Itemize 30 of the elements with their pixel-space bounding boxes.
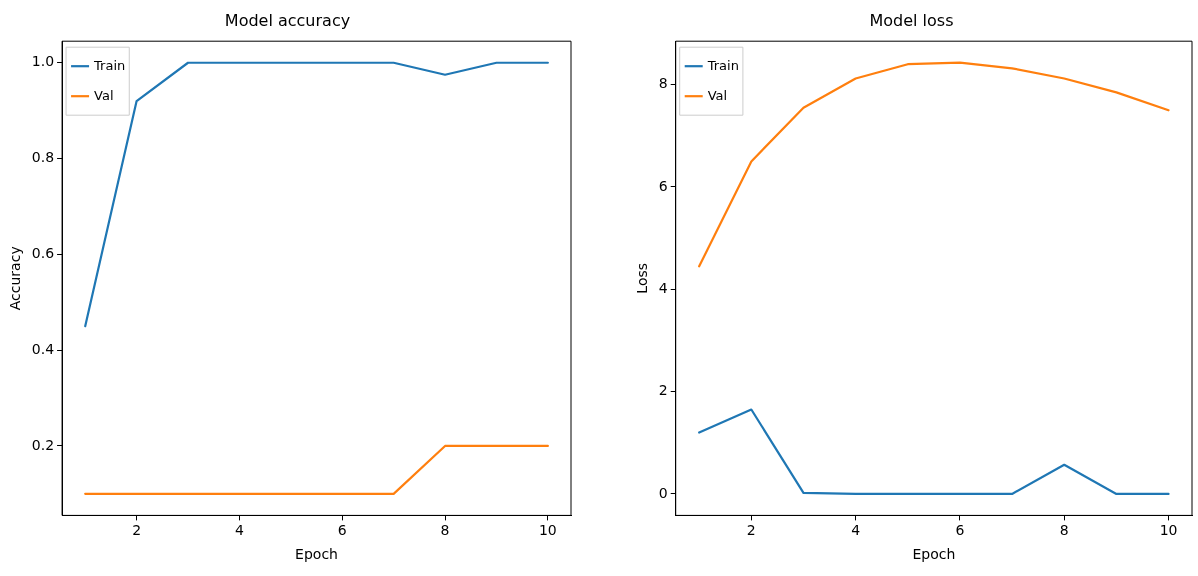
x-tick-label: 8 bbox=[1059, 522, 1069, 539]
chart-title: Model accuracy bbox=[224, 10, 351, 30]
x-tick-label: 2 bbox=[132, 522, 142, 539]
legend-label: Val bbox=[94, 87, 114, 103]
x-tick-label: 2 bbox=[746, 522, 756, 539]
y-tick-label: 0.6 bbox=[31, 244, 55, 261]
x-tick-label: 10 bbox=[538, 522, 557, 539]
y-axis-title: Loss bbox=[634, 262, 651, 294]
x-tick-label: 6 bbox=[337, 522, 347, 539]
x-axis-title: Epoch bbox=[295, 546, 338, 563]
chart-title: Model loss bbox=[869, 10, 954, 30]
y-tick-label: 0.2 bbox=[31, 436, 55, 453]
y-tick-label: 8 bbox=[658, 75, 668, 92]
legend-label: Train bbox=[706, 57, 739, 73]
x-tick-label: 4 bbox=[851, 522, 861, 539]
y-tick-label: 0.4 bbox=[31, 340, 55, 357]
x-axis-title: Epoch bbox=[912, 546, 956, 563]
y-tick-label: 4 bbox=[658, 279, 668, 296]
y-tick-label: 0 bbox=[658, 484, 668, 501]
legend-label: Train bbox=[93, 57, 126, 73]
x-tick-label: 10 bbox=[1159, 522, 1178, 539]
y-axis-title: Accuracy bbox=[7, 246, 24, 311]
x-tick-label: 6 bbox=[955, 522, 965, 539]
y-tick-label: 0.8 bbox=[31, 149, 55, 166]
y-tick-label: 1.0 bbox=[31, 53, 55, 70]
y-tick-label: 6 bbox=[658, 177, 668, 194]
y-tick-label: 2 bbox=[658, 382, 668, 399]
legend-label: Val bbox=[707, 87, 728, 103]
x-tick-label: 8 bbox=[440, 522, 450, 539]
x-tick-label: 4 bbox=[234, 522, 244, 539]
